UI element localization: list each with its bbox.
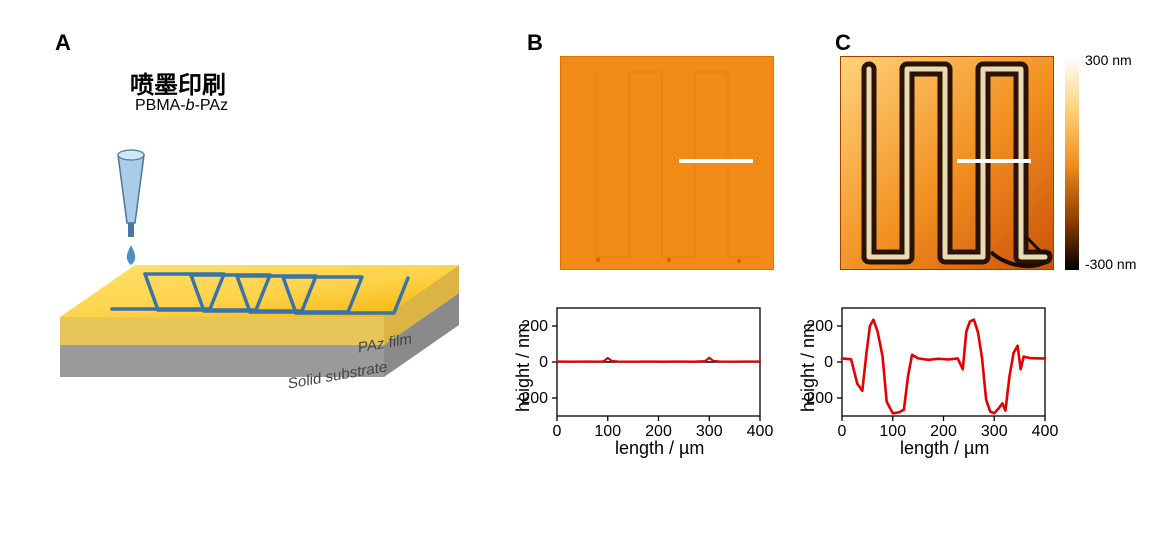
pbma-caption: PBMA-b-PAz (135, 97, 228, 115)
pbma-seg-1: PBMA- (135, 97, 186, 114)
svg-text:400: 400 (747, 423, 774, 440)
chinese-title: 喷墨印刷 (130, 65, 226, 100)
panel-a-schematic (60, 95, 490, 455)
inkjet-nozzle (118, 150, 144, 237)
afm-b-section-line (679, 159, 753, 163)
afm-image-c (840, 56, 1054, 270)
film-front (60, 317, 384, 345)
figure-root: { "panels": { "A": { "label": "A", "labe… (0, 0, 1166, 542)
afm-b-faint-pattern (561, 57, 773, 269)
chart-c-svg: 0100200300400-2000200 (790, 300, 1064, 460)
svg-text:0: 0 (539, 354, 548, 371)
afm-c-pattern (841, 57, 1053, 269)
ink-droplet (127, 245, 135, 265)
chart-b-xlabel: length / µm (615, 438, 704, 459)
chart-b-svg: 0100200300400-2000200 (505, 300, 779, 460)
svg-text:0: 0 (553, 423, 562, 440)
panel-label-c: C (835, 30, 851, 56)
colorbar-bottom-label: -300 nm (1085, 256, 1136, 272)
pbma-seg-2: b (186, 97, 195, 114)
colorbar-gradient (1065, 56, 1079, 270)
svg-text:0: 0 (824, 354, 833, 371)
chart-c-ylabel: height / nm (798, 323, 819, 412)
afm-image-b (560, 56, 774, 270)
panel-label-b: B (527, 30, 543, 56)
chart-b-ylabel: height / nm (513, 323, 534, 412)
height-profile-chart-b: 0100200300400-2000200 height / nm length… (505, 300, 779, 460)
colorbar-top-label: 300 nm (1085, 52, 1132, 68)
svg-text:400: 400 (1032, 423, 1059, 440)
chart-c-xlabel: length / µm (900, 438, 989, 459)
schematic-svg (60, 95, 490, 455)
panel-label-a: A (55, 30, 71, 56)
afm-c-section-line (957, 159, 1031, 163)
height-profile-chart-c: 0100200300400-2000200 height / nm length… (790, 300, 1064, 460)
svg-text:0: 0 (838, 423, 847, 440)
pbma-seg-3: -PAz (195, 97, 228, 114)
height-colorbar: 300 nm -300 nm (1065, 56, 1079, 270)
